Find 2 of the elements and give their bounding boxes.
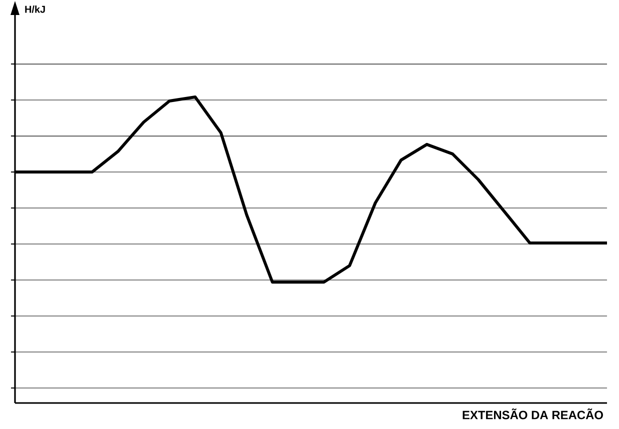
x-axis-title: EXTENSÃO DA REACÃO [462, 408, 603, 420]
text: H/kJ [25, 6, 45, 13]
